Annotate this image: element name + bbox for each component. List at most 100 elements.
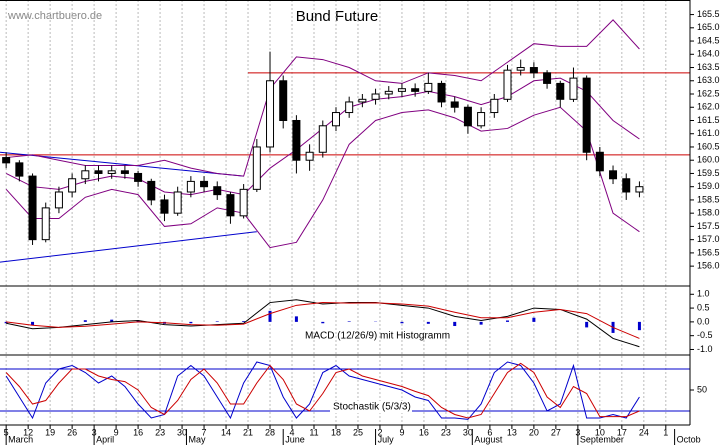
month-label: September <box>580 434 624 444</box>
month-label: June <box>285 434 305 444</box>
x-tick-label: 30 <box>463 427 473 437</box>
x-tick-label: 11 <box>309 427 318 437</box>
y-tick-label: 158.0 <box>697 208 720 218</box>
label-bg <box>330 401 412 413</box>
histogram-bar <box>294 316 298 322</box>
month-label: April <box>96 434 114 444</box>
x-tick-label: 2 <box>377 427 382 437</box>
candle-body <box>292 119 301 161</box>
month-label: March <box>8 434 33 444</box>
candle-body <box>239 188 248 217</box>
x-tick-label: 4 <box>289 427 294 437</box>
candle-body <box>609 170 618 180</box>
histogram-bar <box>31 321 35 326</box>
candle-body <box>503 69 512 100</box>
candle-body <box>384 90 393 95</box>
y-tick-label: 50 <box>697 384 707 394</box>
candle-body <box>147 180 156 201</box>
y-tick-label: -0.5 <box>697 330 713 340</box>
x-tick-label: 19 <box>45 427 55 437</box>
x-tick-label: 24 <box>639 427 649 437</box>
month-label: Octob <box>677 434 701 444</box>
y-tick-label: 157.5 <box>697 221 720 231</box>
x-tick-label: 28 <box>265 427 275 437</box>
histogram-bar <box>585 321 589 328</box>
bollinger-band <box>5 106 640 249</box>
candle-body <box>463 106 472 127</box>
candle-body <box>331 112 340 127</box>
y-tick-label: 162.5 <box>697 88 720 98</box>
candle-body <box>68 178 77 193</box>
x-tick-label: 16 <box>419 427 429 437</box>
histogram-bar <box>479 321 483 325</box>
histogram-bar <box>110 319 114 322</box>
histogram-bar <box>136 320 140 322</box>
candle-body <box>213 186 222 196</box>
histogram-bar <box>4 321 8 324</box>
candle-body <box>556 82 565 100</box>
chart-title: Bund Future <box>296 8 379 25</box>
histogram-bar <box>215 321 219 322</box>
macd-line <box>6 302 640 339</box>
y-tick-label: 159.5 <box>697 168 720 178</box>
x-tick-label: 26 <box>67 427 77 437</box>
candle-body <box>160 199 169 214</box>
candle-body <box>450 101 459 108</box>
candle-body <box>622 178 631 193</box>
y-tick-label: 165.5 <box>697 9 720 19</box>
bollinger-band <box>6 19 640 177</box>
panel-label: Stochastik (5/3/3) <box>333 402 411 413</box>
candle-body <box>595 151 604 172</box>
candle-body <box>582 77 591 153</box>
y-tick-label: 160.0 <box>697 155 720 165</box>
y-tick-label: 161.0 <box>697 128 720 138</box>
x-tick-label: 25 <box>353 427 363 437</box>
candle-body <box>107 170 116 174</box>
y-tick-label: -1.0 <box>697 344 713 354</box>
candle-body <box>2 157 11 164</box>
x-tick-label: 9 <box>399 427 404 437</box>
candle-body <box>305 151 314 161</box>
macd-line <box>6 299 640 348</box>
candle-body <box>318 125 327 153</box>
y-tick-label: 163.0 <box>697 75 720 85</box>
histogram-bar <box>189 321 193 324</box>
y-tick-label: 157.0 <box>697 234 720 244</box>
candle-body <box>516 67 525 71</box>
candle-body <box>345 101 354 114</box>
y-tick-label: 156.5 <box>697 247 720 257</box>
histogram-bar <box>242 321 246 322</box>
candle-body <box>490 98 499 114</box>
histogram-bar <box>426 321 430 324</box>
y-tick-label: 161.5 <box>697 115 720 125</box>
candle-body <box>173 191 182 214</box>
candle-body <box>200 180 209 188</box>
histogram-bar <box>453 321 457 327</box>
x-tick-label: 1 <box>663 427 668 437</box>
x-tick-label: 7 <box>202 427 207 437</box>
stochastic-line <box>5 361 640 420</box>
candle-body <box>134 172 143 182</box>
candle-body <box>424 82 433 92</box>
month-label: August <box>474 434 503 444</box>
candle-body <box>529 67 538 74</box>
x-tick-label: 6 <box>487 427 492 437</box>
candle-body <box>81 170 90 180</box>
y-tick-label: 156.0 <box>697 261 720 271</box>
x-tick-label: 13 <box>507 427 517 437</box>
y-tick-label: 0.0 <box>697 316 710 326</box>
histogram-bar <box>505 320 509 322</box>
x-tick-label: 30 <box>177 427 187 437</box>
x-tick-label: 21 <box>243 427 253 437</box>
y-tick-label: 163.5 <box>697 62 720 72</box>
source: www.chartbuero.de <box>7 10 102 22</box>
candle-body <box>477 112 486 127</box>
x-tick-label: 14 <box>221 427 231 437</box>
histogram-bar <box>637 321 641 331</box>
x-tick-label: 23 <box>155 427 165 437</box>
candle-body <box>41 207 50 241</box>
y-tick-label: 162.0 <box>697 102 720 112</box>
candle-body <box>635 186 644 193</box>
candle-body <box>437 82 446 103</box>
